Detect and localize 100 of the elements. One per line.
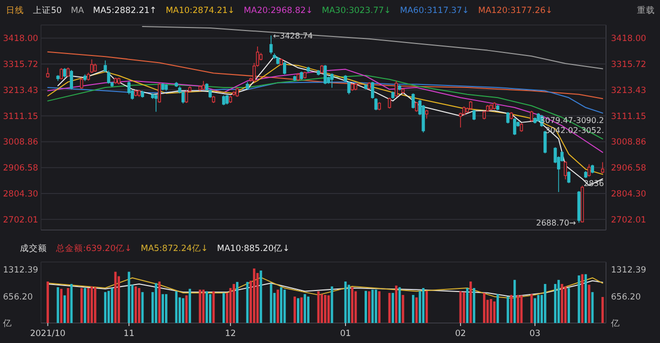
y-tick-label: 2906.58 (3, 164, 38, 174)
bar (418, 290, 422, 323)
bar (304, 294, 306, 323)
bar (296, 298, 300, 323)
candlestick (394, 80, 398, 98)
bar (364, 290, 367, 323)
bar (348, 284, 350, 323)
y2-tick-label: 2906.58 (611, 164, 646, 174)
y-tick-label: 656.20 (3, 292, 33, 302)
bar (138, 288, 140, 323)
candlestick (225, 94, 229, 105)
bar (493, 301, 496, 323)
bar (270, 284, 272, 323)
line-series (47, 68, 604, 153)
line-series (47, 74, 604, 140)
candlestick (374, 98, 378, 111)
bar (94, 287, 96, 323)
candlestick (330, 72, 334, 88)
text: MA5:2882.21↑ (92, 6, 157, 16)
x-tick-label: 01 (340, 329, 351, 339)
candlestick (70, 70, 74, 90)
bar (280, 287, 282, 323)
y2-tick-label: 3008.86 (611, 138, 646, 148)
bar (307, 296, 310, 323)
bar (158, 282, 161, 323)
bar (584, 274, 587, 323)
candlestick (154, 94, 158, 112)
bar (260, 270, 262, 323)
y-tick-label: 2804.30 (3, 189, 38, 200)
bar (506, 296, 510, 323)
bar (554, 284, 556, 323)
bar (392, 292, 394, 323)
bar (412, 294, 414, 323)
x-tick-label: 02 (455, 329, 466, 339)
candlestick (222, 94, 226, 106)
bar (162, 294, 164, 323)
bar (175, 291, 178, 323)
y-tick-label: 3111.15 (3, 112, 38, 122)
candlestick (564, 160, 567, 180)
bar (104, 292, 106, 323)
y-tick-label: 3418.00 (3, 34, 38, 44)
bar (530, 294, 533, 323)
line-series (142, 26, 604, 70)
bar (118, 276, 120, 323)
candlestick (269, 35, 273, 55)
bar (66, 288, 70, 323)
bar (462, 292, 466, 323)
bar (483, 292, 486, 323)
bar (276, 290, 280, 323)
candlestick (530, 110, 534, 122)
text: 重载 (637, 5, 655, 16)
y-tick-label: 3213.43 (3, 86, 38, 96)
chart-subtitle: 日线 (6, 5, 24, 16)
candlestick (60, 68, 63, 80)
candlestick (544, 130, 547, 154)
candlestick (370, 81, 374, 100)
bar (188, 288, 192, 323)
bar (601, 296, 604, 323)
line-series (47, 63, 604, 175)
text: MA10:2874.21↓ (166, 6, 235, 16)
text: 总金额:639.20亿↓ (55, 243, 132, 254)
y-tick-label: 3008.86 (3, 138, 38, 148)
bar (568, 288, 570, 323)
bar (90, 286, 93, 323)
bar (327, 295, 330, 323)
x-tick-label: 2021/10 (30, 329, 66, 339)
text: MA5:872.24亿↓ (140, 243, 208, 254)
bar (368, 291, 370, 323)
candlestick (347, 81, 350, 95)
line-series (57, 56, 604, 186)
y-tick-label: 2702.01 (3, 215, 38, 226)
candlestick (63, 68, 66, 78)
candlestick (412, 92, 415, 109)
line-series (47, 51, 604, 100)
candlestick (80, 77, 84, 90)
candlestick (283, 61, 286, 75)
candlestick (388, 97, 392, 109)
bar (208, 294, 212, 323)
y2-tick-label: 656.20 (611, 292, 641, 302)
bar (60, 288, 62, 323)
y2-tick-label: 3418.00 (611, 34, 646, 44)
bar (510, 294, 512, 323)
bar (165, 294, 168, 323)
bar (422, 288, 424, 323)
bar (466, 288, 468, 323)
bar (202, 290, 205, 323)
candlestick (324, 64, 327, 85)
bar (513, 280, 516, 323)
bar (564, 286, 567, 323)
candlestick (588, 164, 591, 177)
bar (496, 294, 499, 323)
bar (107, 290, 110, 323)
y2-tick-label: 亿 (610, 318, 620, 329)
bar (64, 295, 66, 323)
x-tick-label: 12 (225, 329, 236, 339)
chart-title: 上证50 (33, 5, 62, 16)
line-series (47, 81, 604, 114)
bar (557, 280, 560, 323)
y-tick-label: 1312.39 (3, 266, 38, 276)
bar (351, 287, 354, 323)
